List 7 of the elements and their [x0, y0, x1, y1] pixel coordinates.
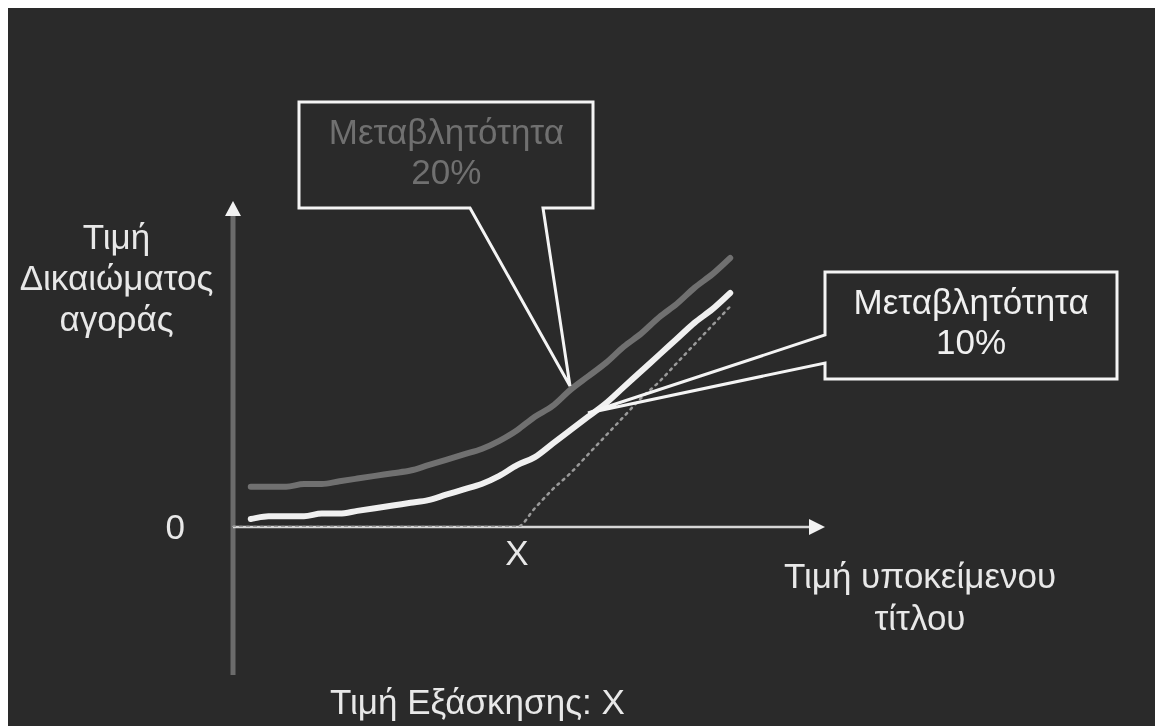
text: X — [505, 533, 529, 573]
text: Τιμή Εξάσκησης: X — [330, 682, 625, 722]
text: Μεταβλητότητα 10% — [852, 281, 1090, 362]
y-axis-title: Τιμή Δικαιώματος αγοράς — [18, 216, 215, 339]
x-axis-title: Τιμή υποκείμενου τίτλου — [782, 555, 1058, 639]
text: Μεταβλητότητα 20% — [327, 111, 565, 192]
text: 0 — [165, 507, 185, 547]
